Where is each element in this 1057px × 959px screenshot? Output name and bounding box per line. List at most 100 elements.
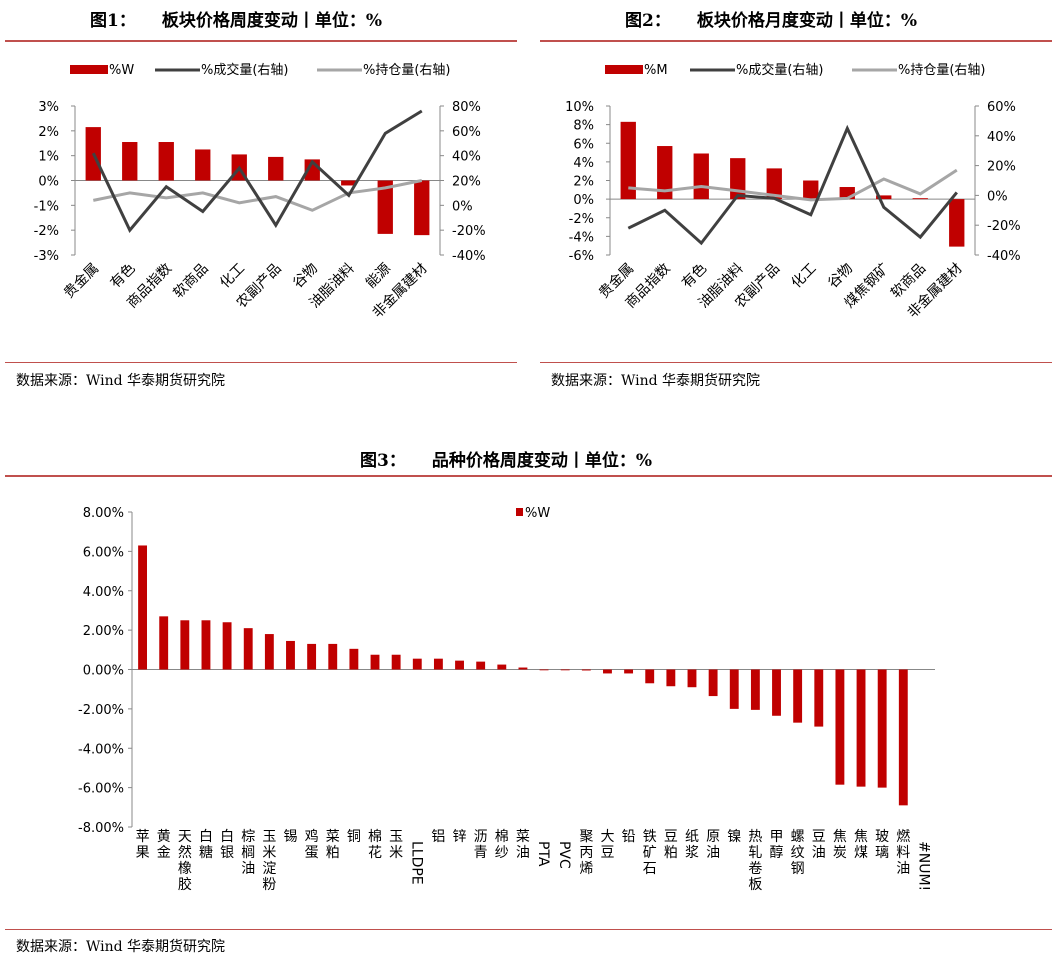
fig3-bar-纸浆	[687, 669, 697, 688]
fig1-title-text: 板块价格周度变动丨单位：%	[161, 11, 382, 31]
fig3-xlabel: 焦煤	[854, 829, 868, 861]
fig1-ytick-left-label: 0%	[38, 175, 59, 190]
fig1-chart: %W %成交量(右轴) %持仓量(右轴) 3% 2% 1% 0% -1% -2% -3% 80% 60…	[34, 62, 486, 321]
fig3-xlabel-char: 棕	[241, 829, 255, 845]
fig3-bar-鸡蛋	[307, 643, 317, 670]
fig2-ytick-left-label: -2%	[569, 212, 594, 227]
fig3-xlabel-char: 油	[812, 845, 826, 861]
fig2-bar-贵金属	[620, 121, 636, 200]
fig3-bar-螺纹钢	[793, 669, 803, 723]
fig3-xlabel-char: 轧	[748, 845, 762, 861]
fig2-ytick-left-label: 6%	[573, 137, 594, 152]
fig3-legend-swatch	[516, 508, 523, 516]
fig3-xlabel: 焦炭	[833, 829, 847, 861]
fig3-ytick-label: -4.00%	[78, 742, 124, 757]
fig1-ytick-right-label: 60%	[452, 125, 481, 140]
fig2-bar-有色	[693, 153, 709, 200]
fig2-xlabel: 有色	[678, 260, 710, 292]
fig3-xlabel-char: 料	[896, 845, 910, 861]
fig3-xlabel-char: 锡	[283, 829, 297, 845]
fig3-bar-玻璃	[877, 669, 887, 788]
fig3-xlabel: 黄金	[157, 828, 171, 861]
fig3-xlabel-char: 纹	[791, 845, 805, 861]
fig1-bar-软商品	[195, 149, 211, 181]
fig1-ytick-right-label: 0%	[452, 199, 473, 214]
fig3-xlabel-char: 浆	[685, 845, 699, 861]
fig3-bar-白银	[222, 622, 232, 670]
fig3-bar-大豆	[603, 669, 612, 674]
fig1-ytick-right-label: -40%	[452, 249, 486, 264]
fig3-xlabel-char: 胶	[178, 876, 192, 893]
fig3-title: 图3： 品种价格周度变动丨单位：%	[360, 446, 652, 471]
fig2-ytick-left-label: -4%	[569, 230, 594, 245]
fig3-xlabel-char: 炭	[833, 845, 847, 861]
fig2-ytick-left-label: 4%	[573, 156, 594, 171]
fig2-top-rule	[540, 40, 1052, 42]
fig3-xlabel-char: 纱	[495, 845, 509, 861]
fig3-xlabel: 聚丙烯	[579, 829, 593, 877]
fig3-xlabel-char: 淀	[262, 861, 276, 877]
fig3-xlabel-char: 青	[474, 845, 488, 861]
fig3-xlabel-char: 白	[199, 829, 213, 845]
fig3-xlabel-char: 菜	[516, 829, 530, 845]
fig3-xlabel: LLDPE	[408, 841, 424, 885]
fig3-xlabel-char: 铜	[347, 829, 361, 845]
fig1-line-volume	[91, 109, 423, 233]
fig1-ytick-right-label: 20%	[452, 175, 481, 190]
fig1-ytick-right-label: 80%	[452, 100, 481, 115]
fig3-ytick-label: -6.00%	[78, 782, 124, 797]
fig3-bar-锡	[286, 640, 295, 670]
fig1-bar-农副产品	[268, 156, 284, 181]
fig3-xlabel-char: 油	[516, 845, 530, 861]
fig3-ytick-label: 0.00%	[83, 664, 124, 679]
fig3-xlabel-char: 醇	[770, 844, 784, 861]
fig1-xlabel: 软商品	[171, 261, 212, 302]
fig3-xlabel-char: 榈	[241, 845, 255, 861]
fig3-bottom-rule	[5, 929, 1052, 930]
fig1-ytick-left-label: 2%	[38, 125, 59, 140]
fig2-legend-line2-label: %持仓量(右轴)	[898, 63, 986, 78]
fig2-bar-软商品	[912, 198, 928, 200]
fig3-xlabel-char: 糖	[199, 845, 213, 861]
fig3-xlabel: 白银	[220, 829, 234, 861]
fig3-top-rule	[5, 475, 1052, 477]
fig2-chart: %M %成交量(右轴) %持仓量(右轴) 10% 8% 6% 4% 2% 0% -2% -4% -6%…	[565, 62, 1021, 321]
fig2-ytick-right-label: -40%	[987, 249, 1021, 264]
fig3-xlabel-char: 石	[643, 861, 657, 877]
fig3-bar-菜油	[518, 667, 528, 670]
fig3-bar-玉米	[391, 654, 401, 670]
fig3-xlabel-char: 油	[706, 845, 720, 861]
fig3-xlabel: 菜粕	[326, 829, 340, 861]
fig3-xlabel-char: 银	[220, 845, 234, 861]
fig3-ytick-label: 2.00%	[83, 624, 124, 639]
fig2-line-position	[628, 168, 958, 202]
fig3-bar-苹果	[138, 545, 148, 670]
fig1-top-rule	[5, 40, 517, 42]
fig1-xlabel: 化工	[217, 261, 248, 292]
fig1-bar-油脂油料	[341, 180, 357, 186]
fig3-xlabel-char: 丙	[579, 845, 593, 861]
fig2-legend-bar-label: %M	[644, 63, 668, 78]
fig3-xlabel: 原油	[706, 829, 720, 861]
fig3-xlabel: 沥青	[474, 829, 488, 861]
fig3-xlabel: 棉纱	[495, 828, 509, 861]
fig3-xlabel-char: 卷	[748, 861, 762, 877]
fig3-bar-棉纱	[497, 664, 507, 670]
fig3-xlabel-char: 矿	[643, 845, 657, 861]
fig3-xlabel-char: 燃	[896, 828, 910, 845]
fig2-source: 数据来源：Wind 华泰期货研究院	[551, 373, 761, 389]
fig3-bar-PTA	[539, 669, 549, 671]
fig2-ytick-left-label: 8%	[573, 119, 594, 134]
fig3-xlabel-char: 豆	[812, 829, 826, 845]
fig3-xlabel-char: 蛋	[305, 845, 319, 861]
fig3-xlabel: PTA	[535, 841, 551, 867]
fig3-xlabel: 棕榈油	[241, 829, 255, 877]
fig3-xlabel: 棉花	[368, 828, 382, 861]
fig3-xlabel: 天然橡胶	[178, 829, 192, 893]
fig3-ytick-label: -8.00%	[78, 821, 124, 836]
fig3-xlabel-char: 钢	[791, 861, 805, 877]
fig3-bar-铁矿石	[645, 669, 655, 684]
fig3-xlabel-char: 然	[178, 844, 192, 861]
fig1-ytick-left-label: 3%	[38, 100, 59, 115]
fig3-title-text: 品种价格周度变动丨单位：%	[431, 451, 652, 471]
